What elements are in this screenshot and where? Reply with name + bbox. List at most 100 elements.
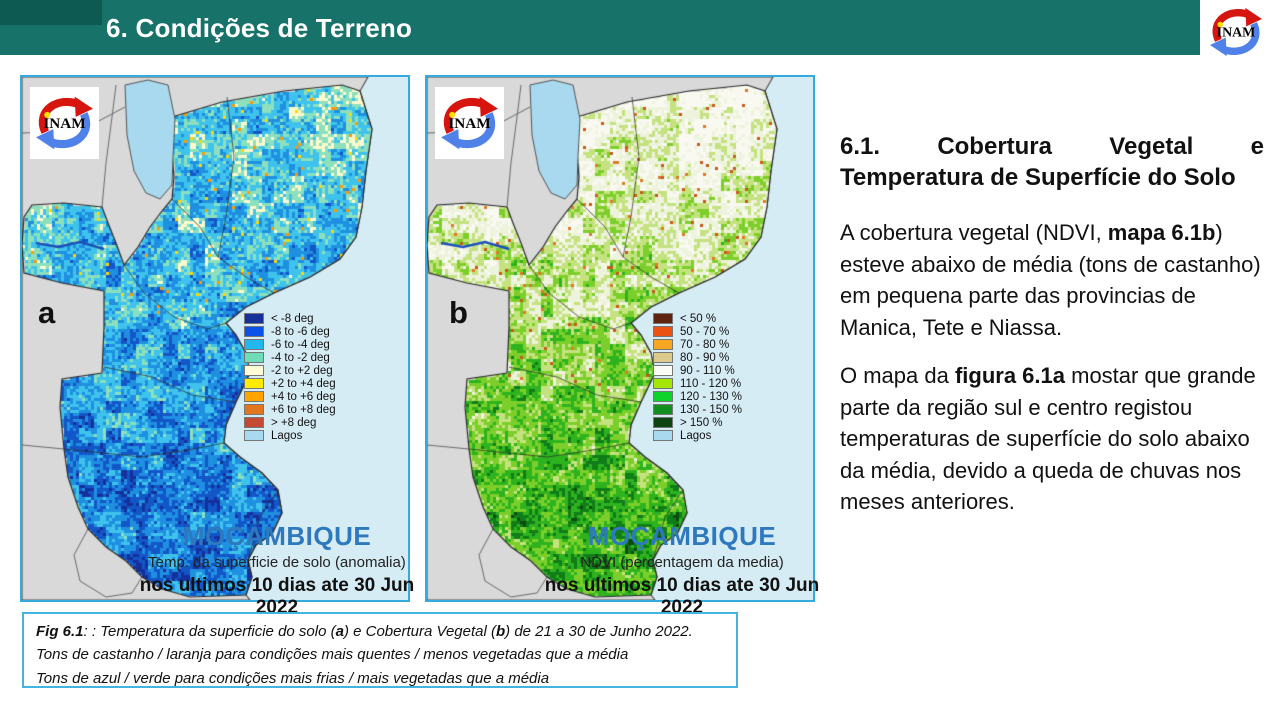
legend-row: -6 to -4 deg	[244, 338, 336, 351]
text-run: O mapa da	[840, 363, 955, 388]
header-accent-block	[0, 0, 102, 25]
legend-label: 130 - 150 %	[680, 403, 743, 416]
legend-swatch	[244, 313, 264, 324]
country-label: MOÇAMBIQUE	[587, 521, 777, 551]
caption-line-2: Tons de castanho / laranja para condiçõe…	[36, 643, 724, 666]
header-bar: 6. Condições de Terreno	[0, 0, 1200, 55]
map-panel-a: INAM a < -8 deg -8 to -6 deg -6 to -4 deg -…	[20, 75, 414, 618]
legend-label: -2 to +2 deg	[271, 364, 333, 377]
legend-swatch	[244, 339, 264, 350]
legend-row: +4 to +6 deg	[244, 390, 336, 403]
legend-row: -4 to -2 deg	[244, 351, 336, 364]
page-title: 6. Condições de Terreno	[106, 13, 413, 43]
legend-swatch	[653, 391, 673, 402]
legend-label: 120 - 130 %	[680, 390, 743, 403]
legend-label: 90 - 110 %	[680, 364, 735, 377]
text-run: ) de 21 a 30 de Junho 2022.	[505, 623, 693, 640]
legend-label: 110 - 120 %	[680, 377, 742, 390]
legend-swatch	[244, 417, 264, 428]
inam-logo: INAM	[1203, 4, 1269, 60]
svg-text:INAM: INAM	[1217, 26, 1256, 41]
text-run: figura 6.1a	[954, 363, 1065, 388]
legend-row: 120 - 130 %	[653, 390, 742, 403]
legend-row: Lagos	[653, 429, 742, 442]
legend-label: < -8 deg	[271, 312, 314, 325]
section-heading-line1: 6.1. Cobertura Vegetal e	[840, 131, 1264, 162]
legend-label: +2 to +4 deg	[271, 377, 336, 390]
legend-swatch	[244, 326, 264, 337]
legend-row: > 150 %	[653, 416, 742, 429]
text-run: ) esteve abaixo de média (tons de castan…	[840, 220, 1261, 340]
legend-label: 80 - 90 %	[680, 351, 730, 364]
legend-label: Lagos	[680, 429, 712, 442]
legend-swatch	[653, 430, 673, 441]
map-panel-b: INAM b < 50 % 50 - 70 % 70 - 80 % 80 - 90 %…	[425, 75, 819, 618]
paragraph-1: A cobertura vegetal (NDVI, mapa 6.1b) es…	[840, 217, 1264, 343]
legend-row: +2 to +4 deg	[244, 377, 336, 390]
legend-row: 110 - 120 %	[653, 377, 742, 390]
legend-label: -4 to -2 deg	[271, 351, 330, 364]
legend-row: Lagos	[244, 429, 336, 442]
text-run: Tons de castanho / laranja para condiçõe…	[36, 646, 629, 664]
legend-swatch	[653, 404, 673, 415]
right-text-column: 6.1. Cobertura Vegetal e Temperatura de Sup…	[840, 131, 1264, 535]
legend-swatch	[244, 404, 264, 415]
text-run: ) e Cobertura Vegetal (	[343, 623, 496, 640]
legend-swatch	[653, 326, 673, 337]
legend-swatch	[653, 339, 673, 350]
legend-swatch	[244, 378, 264, 389]
map-canvas-a	[22, 77, 408, 600]
legend-label: +4 to +6 deg	[271, 390, 336, 403]
legend-swatch	[653, 313, 673, 324]
map-subtitle: Temp. da superficie de solo (anomalia)	[148, 554, 406, 571]
map-letter-a: a	[38, 295, 56, 330]
text-run: mapa 6.1b	[1107, 220, 1216, 245]
map-canvas-b	[427, 77, 813, 600]
legend-row: -8 to -6 deg	[244, 325, 336, 338]
legend-swatch	[244, 430, 264, 441]
svg-text:INAM: INAM	[448, 115, 490, 132]
paragraph-2: O mapa da figura 6.1a mostar que grande …	[840, 360, 1264, 518]
figure-caption: Fig 6.1: : Temperatura da superficie do …	[22, 612, 738, 688]
text-run: a	[335, 623, 344, 640]
legend-row: -2 to +2 deg	[244, 364, 336, 377]
legend-label: 50 - 70 %	[680, 325, 730, 338]
legend-row: > +8 deg	[244, 416, 336, 429]
text-run: b	[495, 623, 506, 640]
legend-b: < 50 % 50 - 70 % 70 - 80 % 80 - 90 % 90 - 11…	[653, 312, 742, 442]
svg-text:INAM: INAM	[43, 115, 85, 132]
map-letter-b: b	[449, 295, 468, 330]
map-labels-b: MOÇAMBIQUE NDVI (percentagem da media) n…	[527, 521, 837, 619]
text-run: Temperatura da superficie do solo (	[100, 623, 336, 640]
text-run: A cobertura vegetal (NDVI,	[840, 220, 1108, 245]
legend-row: < -8 deg	[244, 312, 336, 325]
heading-word: e	[1250, 133, 1264, 160]
legend-swatch	[653, 417, 673, 428]
caption-line-1: Fig 6.1: : Temperatura da superficie do …	[36, 620, 724, 643]
map-subtitle: NDVI (percentagem da media)	[580, 554, 784, 571]
legend-a: < -8 deg -8 to -6 deg -6 to -4 deg -4 to -2…	[244, 312, 336, 442]
heading-word: Cobertura	[937, 133, 1052, 160]
text-run: : :	[83, 623, 101, 640]
heading-word: 6.1.	[840, 133, 881, 160]
legend-label: > 150 %	[680, 416, 723, 429]
legend-label: > +8 deg	[271, 416, 317, 429]
legend-row: 130 - 150 %	[653, 403, 742, 416]
caption-line-3: Tons de azul / verde para condições mais…	[36, 667, 724, 690]
legend-row: 70 - 80 %	[653, 338, 742, 351]
text-run: mostar que grande parte da região sul e …	[840, 363, 1256, 514]
text-run: Fig 6.1	[36, 623, 84, 640]
section-heading-line2: Temperatura de Superfície do Solo	[840, 164, 1236, 191]
legend-label: 70 - 80 %	[680, 338, 730, 351]
country-label: MOÇAMBIQUE	[182, 521, 372, 551]
legend-row: 50 - 70 %	[653, 325, 742, 338]
legend-row: < 50 %	[653, 312, 742, 325]
legend-row: 90 - 110 %	[653, 364, 742, 377]
legend-label: +6 to +8 deg	[271, 403, 336, 416]
inam-logo: INAM	[30, 87, 99, 159]
map-labels-a: MOÇAMBIQUE Temp. da superficie de solo (…	[122, 521, 432, 619]
legend-swatch	[653, 365, 673, 376]
heading-word: Vegetal	[1109, 133, 1194, 160]
legend-label: Lagos	[271, 429, 303, 442]
